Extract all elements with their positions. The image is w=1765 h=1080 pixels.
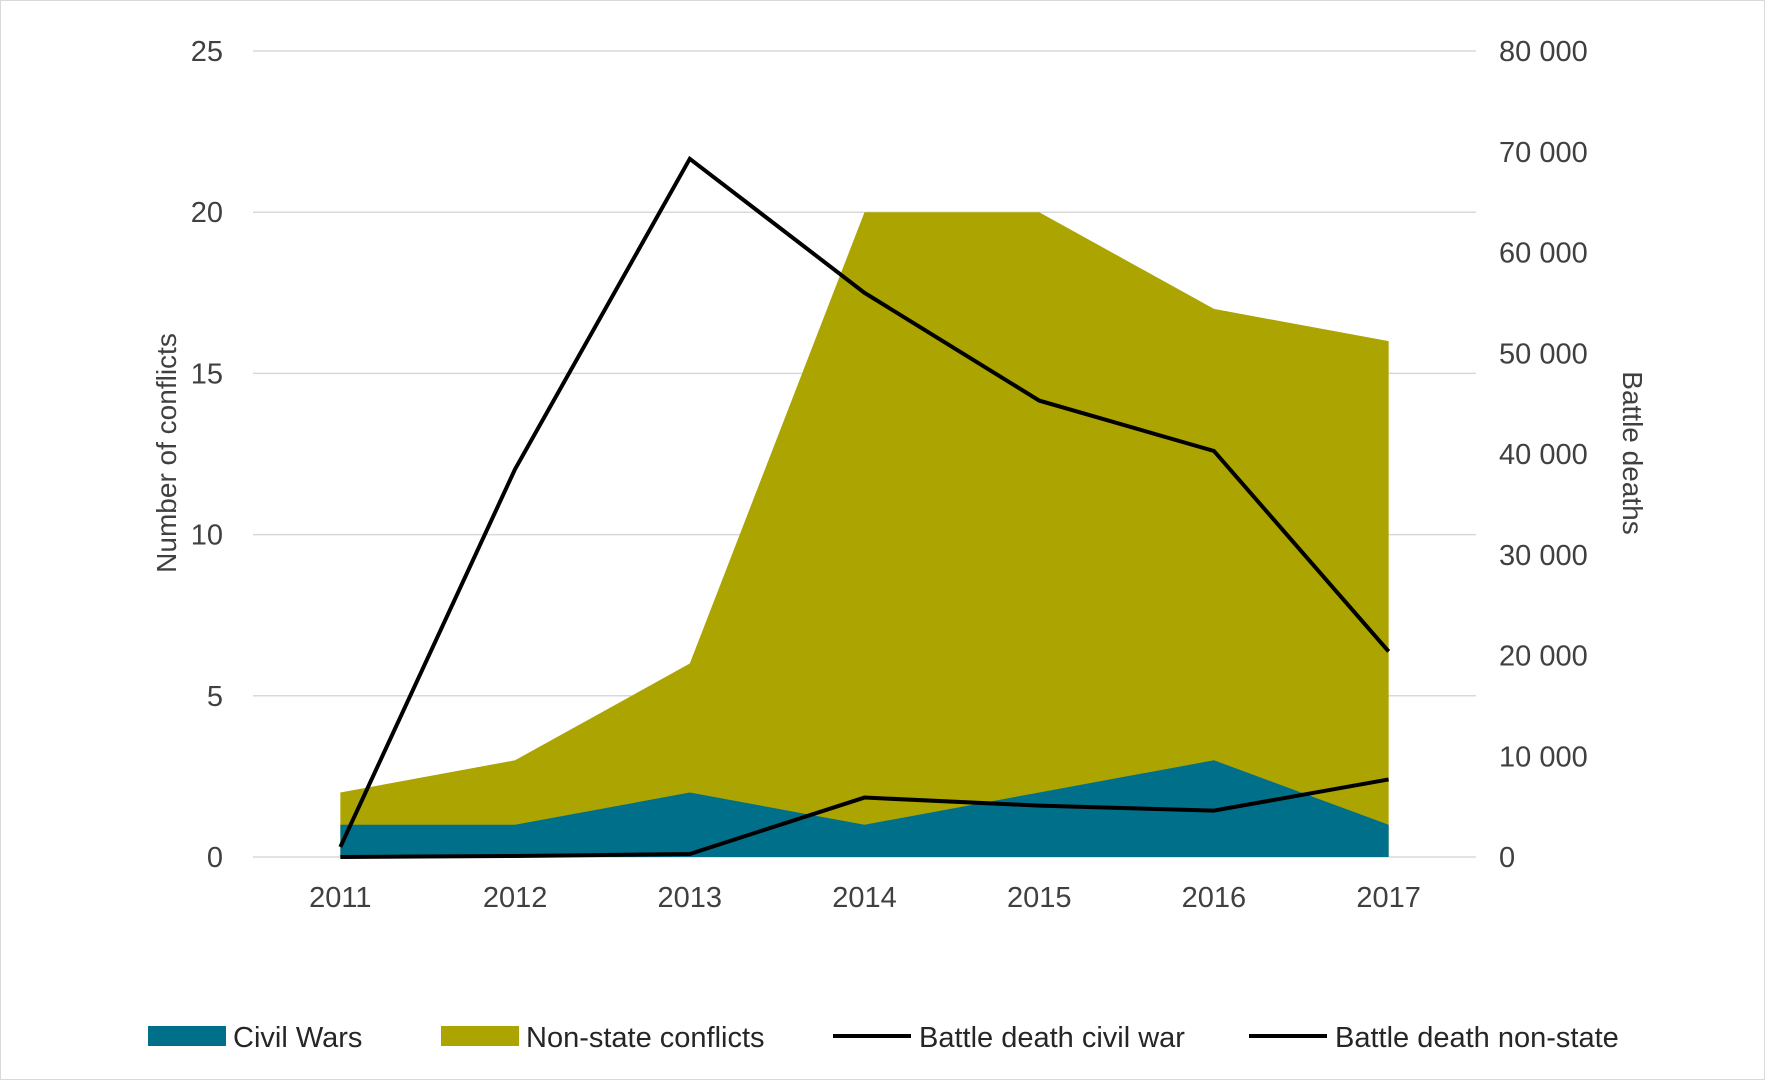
legend-swatch: [148, 1026, 226, 1046]
left-tick-label: 5: [207, 681, 223, 713]
left-tick-label: 10: [191, 520, 223, 552]
right-axis-ticks: 0 10 000 20 000 30 000 40 000 50 000 60 000 70 …: [1499, 36, 1588, 874]
right-tick-label: 10 000: [1499, 741, 1588, 773]
line-battle-death-civil-war: [338, 155, 1391, 848]
right-axis-title: Battle deaths: [1617, 371, 1648, 534]
line-battle-death-non-state: [340, 777, 1389, 859]
right-tick-label: 20 000: [1499, 641, 1588, 673]
legend-item-civil-wars: Civil Wars: [148, 1022, 362, 1054]
line-series: [338, 155, 1391, 859]
left-tick-label: 25: [191, 36, 223, 68]
right-tick-label: 80 000: [1499, 36, 1588, 68]
legend-item-battle-death-non-state: Battle death non-state: [1249, 1022, 1619, 1054]
area-series: [340, 212, 1389, 857]
x-tick-label: 2011: [309, 882, 371, 914]
legend-label: Battle death civil war: [919, 1022, 1185, 1054]
right-tick-label: 50 000: [1499, 338, 1588, 370]
right-tick-label: 40 000: [1499, 439, 1588, 471]
legend-item-battle-death-civil-war: Battle death civil war: [833, 1022, 1185, 1054]
left-tick-label: 20: [191, 197, 223, 229]
legend-item-non-state-conflicts: Non-state conflicts: [441, 1022, 765, 1054]
area-non-state-conflicts: [340, 212, 1389, 857]
x-tick-label: 2013: [658, 882, 723, 914]
right-tick-label: 30 000: [1499, 540, 1588, 572]
right-tick-label: 70 000: [1499, 137, 1588, 169]
x-tick-label: 2017: [1356, 882, 1421, 914]
legend-label: Non-state conflicts: [526, 1022, 765, 1054]
legend-label: Battle death non-state: [1335, 1022, 1619, 1054]
left-axis-ticks: 0 5 10 15 20 25: [191, 36, 223, 874]
x-tick-label: 2012: [483, 882, 548, 914]
legend-swatch: [441, 1026, 519, 1046]
area-civil-wars: [340, 760, 1389, 857]
legend: Civil Wars Non-state conflicts Battle deat…: [148, 1022, 1619, 1054]
x-tick-label: 2016: [1182, 882, 1247, 914]
left-tick-label: 0: [207, 842, 223, 874]
x-axis-ticks: 2011 2012 2013 2014 2015 2016 2017: [309, 882, 1421, 914]
legend-label: Civil Wars: [233, 1022, 362, 1054]
left-axis-title: Number of conflicts: [151, 333, 182, 573]
x-tick-label: 2014: [832, 882, 897, 914]
right-tick-label: 0: [1499, 842, 1515, 874]
right-tick-label: 60 000: [1499, 238, 1588, 270]
x-tick-label: 2015: [1007, 882, 1072, 914]
left-tick-label: 15: [191, 358, 223, 390]
